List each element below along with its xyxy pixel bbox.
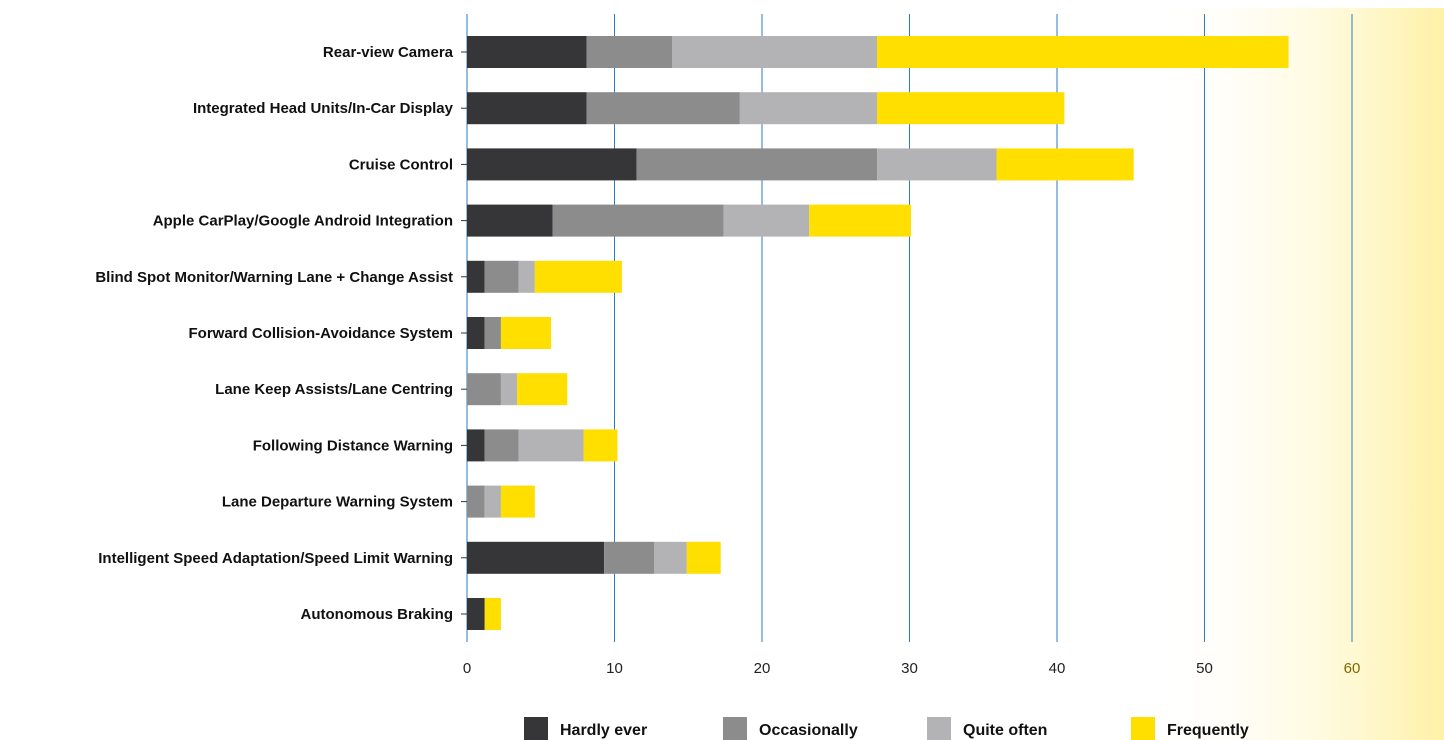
bar-segment-9-quite-often <box>484 485 501 518</box>
category-label: Autonomous Braking <box>301 606 454 623</box>
bar-segment-8-frequently <box>583 429 618 462</box>
bar-segment-10-occasionally <box>604 541 655 574</box>
bar-segment-10-hardly-ever <box>467 541 605 574</box>
bar-segment-8-quite-often <box>518 429 584 462</box>
bar-segment-6-occasionally <box>484 317 501 349</box>
bar-segment-5-frequently <box>534 260 622 293</box>
bar-segment-1-quite-often <box>672 36 878 68</box>
bar-segment-1-hardly-ever <box>467 36 587 68</box>
x-tick-label: 50 <box>1196 660 1213 677</box>
bar-segment-9-frequently <box>500 485 535 518</box>
legend: Hardly ever Occasionally Quite often Freque… <box>524 717 1249 740</box>
legend-label-hardly-ever: Hardly ever <box>560 722 647 739</box>
bar-segment-7-occasionally <box>467 373 501 406</box>
bar-segment-10-frequently <box>686 541 721 574</box>
legend-label-quite-often: Quite often <box>963 722 1047 739</box>
category-label: Apple CarPlay/Google Android Integration <box>153 213 453 230</box>
bar-segment-5-occasionally <box>484 260 519 293</box>
bar-segment-3-quite-often <box>877 148 997 181</box>
category-label: Forward Collision-Avoidance System <box>189 325 454 342</box>
x-tick-label: 40 <box>1049 660 1066 677</box>
category-label: Integrated Head Units/In-Car Display <box>193 100 454 117</box>
bar-segment-5-quite-often <box>518 260 535 293</box>
bar-segment-1-occasionally <box>586 36 673 68</box>
category-label: Following Distance Warning <box>253 437 453 454</box>
bar-segment-5-hardly-ever <box>467 260 485 293</box>
bar-segment-1-frequently <box>877 36 1289 68</box>
legend-swatch-frequently <box>1131 717 1155 740</box>
category-label: Lane Departure Warning System <box>222 494 453 511</box>
x-tick-label: 10 <box>606 660 623 677</box>
legend-swatch-quite-often <box>927 717 951 740</box>
bar-segment-11-frequently <box>484 598 501 630</box>
bar-segment-3-hardly-ever <box>467 148 637 181</box>
bar-segment-4-frequently <box>809 204 911 237</box>
bar-segment-8-hardly-ever <box>467 429 485 462</box>
bar-segment-3-occasionally <box>636 148 878 181</box>
category-label: Blind Spot Monitor/Warning Lane + Change… <box>95 269 453 286</box>
x-tick-label: 20 <box>754 660 771 677</box>
bar-segment-2-hardly-ever <box>467 92 587 125</box>
category-label: Lane Keep Assists/Lane Centring <box>215 381 453 398</box>
bar-segment-2-quite-often <box>739 92 878 125</box>
legend-label-occasionally: Occasionally <box>759 722 858 739</box>
category-label: Cruise Control <box>349 156 453 173</box>
category-label: Rear-view Camera <box>323 44 454 61</box>
bar-segment-8-occasionally <box>484 429 519 462</box>
bar-segment-9-occasionally <box>467 485 485 518</box>
bar-segment-6-frequently <box>500 317 552 349</box>
category-label: Intelligent Speed Adaptation/Speed Limit… <box>98 550 453 567</box>
bar-segment-7-frequently <box>517 373 568 406</box>
bar-segment-2-occasionally <box>586 92 740 125</box>
highlight-background-band <box>1160 8 1444 740</box>
x-axis-ticks: 0 10 20 30 40 50 60 <box>463 660 1361 677</box>
x-tick-label: 0 <box>463 660 471 677</box>
x-tick-label: 60 <box>1344 660 1361 677</box>
legend-swatch-occasionally <box>723 717 747 740</box>
bar-segment-11-hardly-ever <box>467 598 485 630</box>
bar-segment-2-frequently <box>877 92 1065 125</box>
bar-segment-4-quite-often <box>723 204 810 237</box>
bars <box>467 36 1289 630</box>
bar-segment-4-hardly-ever <box>467 204 553 237</box>
legend-label-frequently: Frequently <box>1167 722 1249 739</box>
bar-segment-3-frequently <box>996 148 1134 181</box>
bar-segment-4-occasionally <box>552 204 724 237</box>
category-labels: Rear-view Camera Integrated Head Units/In… <box>95 44 467 623</box>
x-tick-label: 30 <box>901 660 918 677</box>
bar-segment-7-quite-often <box>500 373 518 406</box>
legend-swatch-hardly-ever <box>524 717 548 740</box>
bar-segment-10-quite-often <box>654 541 687 574</box>
bar-segment-6-hardly-ever <box>467 317 485 349</box>
